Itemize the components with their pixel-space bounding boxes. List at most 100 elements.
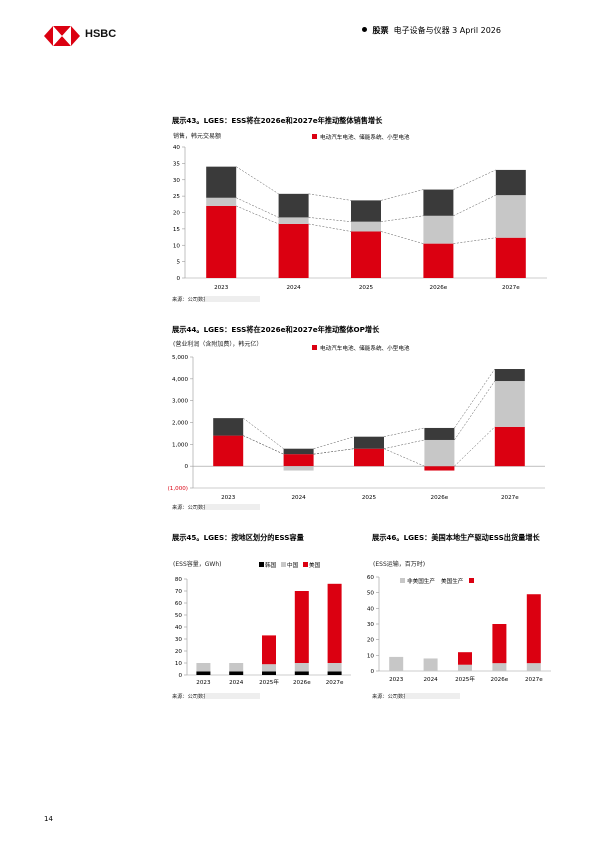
- bar-segment: [283, 448, 314, 455]
- y-tick-label: 0: [176, 276, 180, 282]
- y-tick-label: 10: [367, 653, 375, 659]
- y-tick-label: 70: [175, 589, 183, 595]
- bar-segment: [294, 671, 309, 675]
- x-tick-label: 2026e: [430, 285, 448, 291]
- bar-segment: [458, 652, 472, 665]
- x-tick-label: 2024: [229, 680, 244, 686]
- y-tick-label: 35: [173, 161, 181, 167]
- chart43-source: 来源：公司数据，汇丰预估: [172, 297, 235, 303]
- y-tick-label: 80: [175, 577, 183, 583]
- x-tick-label: 2023: [214, 285, 229, 291]
- connector-line: [454, 368, 496, 429]
- connector-line: [453, 237, 496, 244]
- hsbc-hexagon-icon: [44, 26, 80, 46]
- x-tick-label: 2026e: [491, 677, 509, 683]
- y-tick-label: 20: [173, 211, 181, 217]
- y-tick-label: 30: [173, 178, 181, 184]
- bar-segment: [351, 200, 381, 222]
- x-tick-label: 2027e: [326, 680, 344, 686]
- connector-line: [308, 193, 352, 201]
- y-tick-label: 20: [175, 649, 183, 655]
- y-tick-label: 5,000: [172, 355, 188, 361]
- bar-segment: [206, 197, 237, 206]
- bar-segment: [213, 418, 244, 436]
- y-tick-label: 1,000: [172, 442, 188, 448]
- connector-line: [454, 380, 496, 441]
- x-tick-label: 2027e: [501, 495, 519, 500]
- y-tick-label: 0: [184, 464, 188, 470]
- bar-segment: [423, 215, 454, 244]
- chart45-title: 展示45。LGES：按地区划分的ESS容量: [172, 533, 304, 542]
- connector-line: [383, 448, 425, 467]
- unit-label: (ESS容量，GWh): [173, 560, 221, 568]
- source-bar: [205, 504, 260, 510]
- y-tick-label: 3,000: [172, 399, 188, 405]
- x-tick-label: 2025年: [259, 678, 279, 686]
- y-tick-label: 20: [367, 638, 375, 644]
- y-tick-label: 15: [173, 227, 181, 233]
- y-tick-label: 30: [367, 622, 375, 628]
- chart46: (ESS运输，百万时) 0 10 20 30 40 50 60 2023 2024 2025年 202…: [367, 560, 551, 683]
- bar-segment: [206, 166, 237, 198]
- legend-label: 美国: [309, 561, 321, 569]
- bullet-icon: [361, 27, 367, 32]
- bar-segment: [327, 663, 342, 672]
- bar-segment: [206, 205, 237, 278]
- y-tick-label: 60: [367, 575, 375, 581]
- unit-label: (ESS运输，百万时): [373, 560, 425, 568]
- connector-line: [243, 435, 284, 455]
- connector-line: [453, 194, 496, 216]
- connector-line: [380, 215, 424, 222]
- connector-line: [454, 426, 495, 467]
- connector-line: [380, 189, 424, 201]
- bar-segment: [423, 658, 438, 671]
- x-tick-label: 2023: [196, 680, 211, 686]
- x-tick-label: 2026e: [293, 680, 311, 686]
- bar-segment: [327, 583, 342, 663]
- header-subtitle: 电子设备与仪器 3 April 2026: [393, 26, 501, 35]
- connector-line: [313, 436, 355, 449]
- unit-label: 销售，韩元交易额: [173, 132, 221, 140]
- chart44-title: 展示44。LGES：ESS将在2026e和2027e年推动整体OP增长: [172, 325, 380, 334]
- legend-label: 非美国生产: [407, 577, 435, 585]
- chart44-source: 来源：公司数据，汇丰预估: [172, 505, 235, 511]
- legend-label: 韩国: [265, 561, 277, 569]
- bar-segment: [327, 671, 342, 675]
- y-tick-label: 50: [367, 591, 375, 597]
- bar-segment: [354, 448, 384, 467]
- x-tick-label: 2027e: [525, 677, 543, 683]
- y-tick-label: 0: [178, 673, 182, 679]
- y-tick-label: 10: [173, 243, 181, 249]
- chart43-title: 展示43。LGES：ESS将在2026e和2027e年推动整体销售增长: [172, 116, 383, 125]
- legend-swatch: [303, 562, 308, 567]
- legend-swatch: [312, 134, 317, 139]
- chart46-title: 展示46。LGES：美国本地生产驱动ESS出货量增长: [372, 533, 540, 542]
- x-tick-label: 2023: [221, 495, 236, 500]
- connector-line: [308, 217, 352, 222]
- bar-segment: [278, 223, 309, 278]
- source-bar: [205, 693, 260, 699]
- connector-line: [236, 197, 279, 218]
- bar-segment: [423, 243, 454, 278]
- connector-line: [313, 448, 355, 455]
- bar-segment: [262, 635, 276, 665]
- y-tick-label: (1,000): [168, 486, 188, 492]
- bar-segment: [262, 664, 276, 672]
- bar-segment: [492, 663, 507, 671]
- y-tick-label: 10: [175, 661, 183, 667]
- x-tick-label: 2025: [359, 285, 374, 291]
- connector-line: [383, 427, 425, 437]
- y-tick-label: 5: [176, 260, 180, 266]
- connector-line: [236, 205, 279, 225]
- chart44: (营业利润（含附加费），韩元亿） (1,000) 0 1,000 2,000 3,000 4…: [168, 340, 545, 500]
- x-tick-label: 2024: [291, 495, 306, 500]
- bar-segment: [526, 594, 541, 664]
- hsbc-logo: HSBC: [44, 26, 144, 48]
- x-tick-label: 2025年: [455, 675, 475, 683]
- bar-segment: [294, 663, 309, 672]
- y-tick-label: 0: [370, 669, 374, 675]
- bar-segment: [389, 656, 404, 671]
- legend-swatch: [400, 578, 405, 583]
- y-tick-label: 40: [173, 145, 181, 151]
